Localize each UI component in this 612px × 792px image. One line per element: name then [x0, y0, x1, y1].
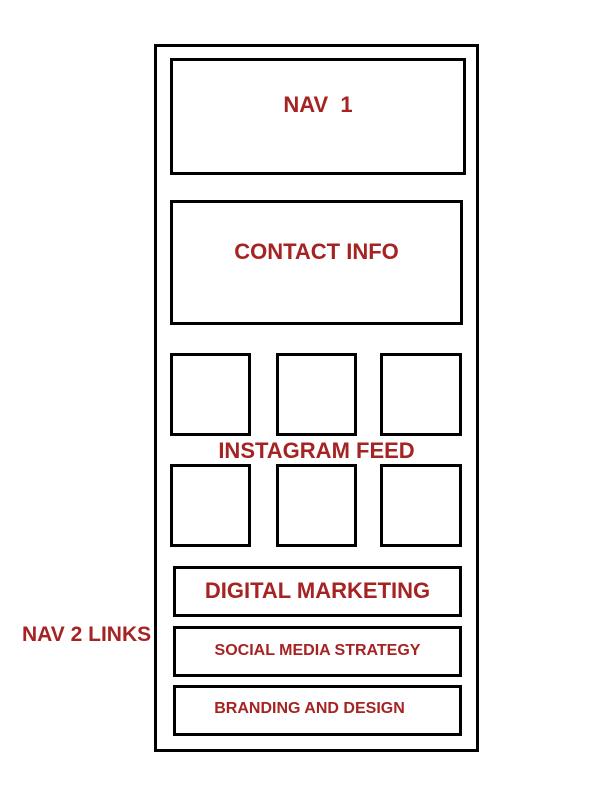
nav2-link-social-media-strategy[interactable]: SOCIAL MEDIA STRATEGY — [173, 626, 462, 677]
nav2-link-branding-and-design[interactable]: BRANDING AND DESIGN — [173, 685, 462, 736]
contact-info-label: CONTACT INFO — [234, 238, 399, 264]
nav2-link-label: BRANDING AND DESIGN — [214, 700, 405, 717]
instagram-tile[interactable] — [276, 464, 357, 547]
nav2-links-annotation: NAV 2 LINKS — [22, 623, 152, 646]
instagram-feed-label: INSTAGRAM FEED — [218, 438, 415, 463]
nav2-link-digital-marketing[interactable]: DIGITAL MARKETING — [173, 566, 462, 617]
nav2-link-label: DIGITAL MARKETING — [204, 577, 431, 603]
nav1-label: NAV 1 — [283, 91, 353, 117]
instagram-tile[interactable] — [170, 353, 251, 436]
nav2-link-label: SOCIAL MEDIA STRATEGY — [214, 641, 421, 659]
instagram-tile[interactable] — [276, 353, 357, 436]
instagram-tile[interactable] — [380, 353, 462, 436]
nav1-block[interactable]: NAV 1 — [170, 58, 466, 175]
instagram-tile[interactable] — [170, 464, 251, 547]
contact-info-block: CONTACT INFO — [170, 200, 463, 325]
instagram-tile[interactable] — [380, 464, 462, 547]
